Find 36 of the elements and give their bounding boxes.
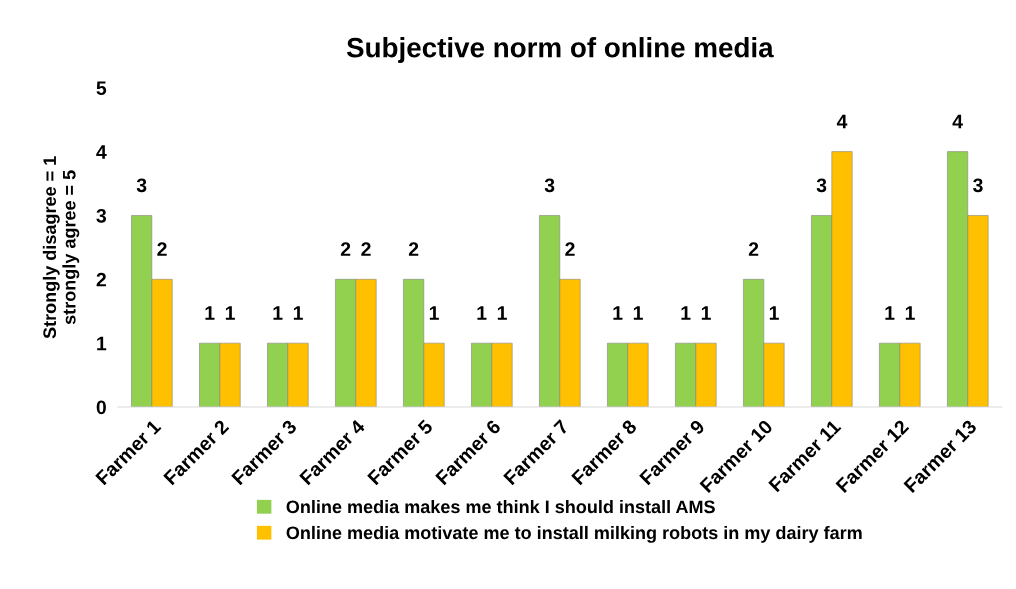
data-label: 2 [340, 242, 351, 256]
y-tick-label: 2 [96, 272, 106, 287]
data-label: 1 [293, 306, 303, 320]
legend-label: Online media makes me think I should install AMS [286, 499, 715, 514]
y-tick-label: 4 [96, 145, 107, 159]
data-label: 1 [497, 306, 507, 320]
y-tick-label: 0 [96, 400, 106, 415]
data-label: 1 [273, 306, 283, 320]
data-label: 1 [769, 306, 779, 320]
data-label: 4 [952, 114, 963, 129]
data-label: 4 [836, 114, 848, 129]
data-label: 3 [136, 178, 147, 193]
data-label: 3 [816, 178, 827, 193]
data-label: 1 [429, 306, 439, 320]
legend-label: Online media motivate me to install milking robots in my dairy farm [286, 525, 862, 543]
y-axis-title: Strongly disagree = 1 strongly agree = 5 [42, 156, 80, 339]
y-tick-label: 1 [97, 336, 107, 351]
data-label: 1 [613, 306, 623, 320]
data-label: 2 [748, 242, 759, 256]
data-label: 1 [681, 306, 691, 320]
data-label: 1 [885, 306, 895, 320]
y-tick-label: 3 [96, 208, 107, 223]
data-label: 2 [157, 242, 167, 256]
data-label: 1 [701, 306, 711, 320]
data-label: 1 [905, 306, 915, 320]
y-tick-label: 5 [96, 81, 107, 95]
data-label: 3 [544, 178, 555, 193]
data-label: 1 [205, 306, 215, 320]
chart-title: Subjective norm of online media [346, 37, 774, 63]
data-label: 1 [225, 306, 235, 320]
data-label: 2 [565, 242, 575, 256]
data-label: 3 [973, 178, 983, 193]
data-label: 1 [633, 306, 643, 320]
data-label: 2 [408, 242, 419, 256]
data-label: 2 [361, 242, 371, 256]
data-label: 1 [477, 306, 487, 320]
